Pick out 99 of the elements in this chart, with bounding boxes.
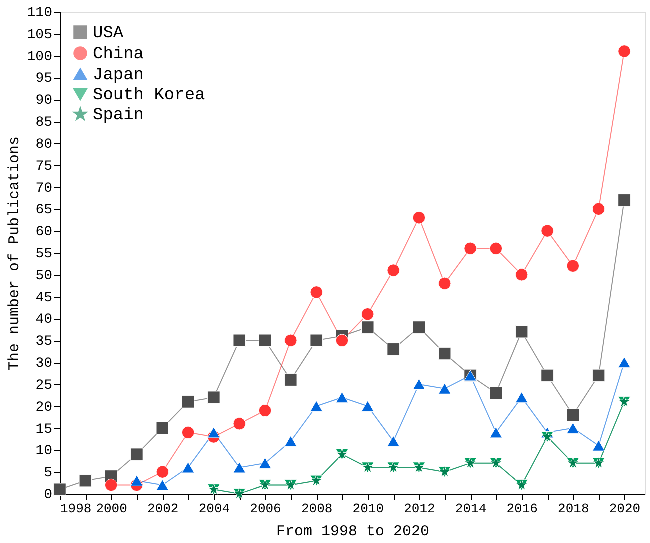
y-tick-label: 35 <box>36 334 52 350</box>
point <box>104 478 118 492</box>
point <box>208 427 220 438</box>
point <box>258 458 272 469</box>
y-tick-label: 45 <box>36 290 52 306</box>
x-tick-label: 2016 <box>506 502 538 516</box>
point <box>54 483 66 496</box>
point <box>362 308 374 321</box>
point <box>362 321 374 334</box>
point <box>156 422 170 435</box>
point <box>182 462 195 474</box>
point <box>438 383 452 394</box>
point <box>336 392 349 404</box>
x-tick-label: 2008 <box>301 502 333 516</box>
point <box>566 408 580 422</box>
point <box>515 326 528 338</box>
point <box>362 400 374 412</box>
point <box>618 194 631 207</box>
point <box>182 396 195 408</box>
point <box>310 334 323 348</box>
x-tick-label: 2000 <box>96 502 128 516</box>
point <box>284 334 298 347</box>
legend-label: USA <box>93 24 124 44</box>
y-tick-label: 85 <box>36 115 52 132</box>
point <box>566 260 580 273</box>
y-tick-label: 90 <box>36 93 52 110</box>
point <box>233 418 246 430</box>
x-tick-label: 2018 <box>558 502 590 516</box>
point <box>541 369 554 382</box>
y-tick-label: 25 <box>36 378 52 394</box>
x-tick-label: 2006 <box>250 502 282 516</box>
x-tick-label: 2002 <box>148 502 179 516</box>
point <box>310 286 323 299</box>
y-tick-label: 80 <box>36 136 52 153</box>
x-tick-label: 2020 <box>609 502 641 516</box>
legend-label: Spain <box>93 106 144 126</box>
point <box>412 321 426 334</box>
point <box>284 436 298 447</box>
point <box>336 334 349 347</box>
point <box>618 356 631 368</box>
point <box>387 343 400 356</box>
x-tick-label: 2004 <box>198 502 230 516</box>
point <box>464 242 477 255</box>
point <box>258 404 272 418</box>
legend-label: China <box>93 46 144 64</box>
point <box>490 386 503 400</box>
point <box>233 334 246 348</box>
x-axis-title: From 1998 to 2020 <box>276 524 430 540</box>
point <box>592 440 606 452</box>
y-tick-label: 60 <box>36 224 52 241</box>
x-tick-label: 2010 <box>352 502 384 516</box>
y-tick-label: 105 <box>27 27 52 44</box>
point <box>438 277 452 290</box>
point <box>156 480 170 491</box>
y-tick-label: 70 <box>36 180 52 197</box>
point <box>387 436 400 447</box>
x-tick-label: 2012 <box>404 502 436 516</box>
point <box>515 392 528 404</box>
point <box>233 462 246 474</box>
y-tick-label: 0 <box>44 488 52 504</box>
y-tick-label: 50 <box>36 268 52 284</box>
y-tick-label: 20 <box>36 400 52 416</box>
y-tick-label: 110 <box>27 6 52 22</box>
y-tick-label: 75 <box>36 158 52 175</box>
point <box>541 224 554 238</box>
point <box>412 212 426 224</box>
point <box>208 391 220 404</box>
x-tick-label: 1998 <box>60 502 92 516</box>
point <box>412 378 426 390</box>
point <box>438 347 452 360</box>
point <box>182 426 195 440</box>
y-tick-label: 40 <box>36 312 52 328</box>
point <box>130 448 144 461</box>
y-tick-label: 100 <box>27 49 52 66</box>
point <box>130 475 144 486</box>
point <box>618 45 631 58</box>
y-tick-label: 55 <box>36 246 52 262</box>
y-axis-title: The number of Publications <box>6 136 24 371</box>
y-tick-label: 15 <box>36 422 52 438</box>
legend-label: South Korea <box>93 86 206 106</box>
y-tick-label: 65 <box>36 202 52 219</box>
x-tick-label: 2014 <box>455 502 487 516</box>
point <box>592 369 606 382</box>
point <box>310 400 323 412</box>
y-tick-label: 95 <box>36 71 52 88</box>
point <box>490 427 503 438</box>
point <box>156 466 170 478</box>
point <box>387 264 400 277</box>
y-tick-label: 5 <box>44 466 52 482</box>
y-tick-label: 30 <box>36 356 52 372</box>
point <box>515 268 528 282</box>
point <box>490 242 503 255</box>
y-tick-label: 10 <box>36 444 52 460</box>
point <box>284 374 298 386</box>
point <box>258 334 272 348</box>
point <box>79 474 92 488</box>
legend-label: Japan <box>93 66 144 86</box>
point <box>592 202 606 216</box>
point <box>566 422 580 434</box>
